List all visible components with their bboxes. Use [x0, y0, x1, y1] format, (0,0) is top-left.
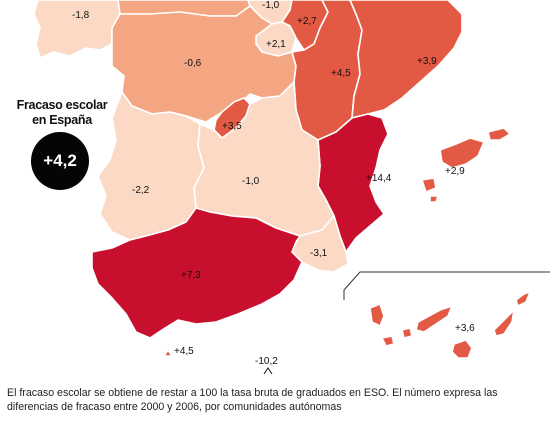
label-murcia: -3,1 — [310, 248, 328, 259]
region-galicia — [33, 0, 121, 59]
label-cataluna: +3,9 — [417, 56, 437, 67]
region-baleares-ibiza — [421, 177, 437, 193]
label-la-rioja: +2,1 — [266, 39, 286, 50]
region-baleares-formentera — [429, 195, 439, 203]
national-value-badge: +4,2 — [31, 132, 89, 190]
region-cataluna — [349, 0, 463, 119]
label-baleares: +2,9 — [445, 166, 465, 177]
national-title: Fracaso escolar en España — [8, 98, 116, 128]
region-canarias-la-gomera — [401, 327, 413, 339]
label-castilla-la-mancha: -1,0 — [242, 176, 260, 187]
label-andalucia: +7,3 — [181, 270, 201, 281]
region-canarias-el-hierro — [381, 335, 395, 347]
label-extremadura: -2,2 — [132, 185, 150, 196]
label-madrid: +3,5 — [222, 121, 242, 132]
region-canarias-fuerteventura — [493, 309, 515, 337]
region-melilla — [263, 367, 273, 375]
region-canarias-lanzarote — [515, 291, 531, 307]
label-castilla-y-leon: -0,6 — [184, 58, 202, 69]
canarias-inset-frame — [343, 271, 550, 300]
national-title-line2: en España — [32, 113, 92, 127]
label-navarra: +2,7 — [297, 16, 317, 27]
national-title-line1: Fracaso escolar — [16, 98, 108, 112]
label-ceuta: +4,5 — [174, 346, 194, 357]
region-canarias-gran-canaria — [451, 339, 473, 359]
footnote: El fracaso escolar se obtiene de restar … — [7, 386, 547, 414]
label-cantabria-pais-vasco: -1,0 — [262, 0, 280, 11]
region-andalucia — [91, 207, 303, 339]
footnote-line2: diferencias de fracaso entre 2000 y 2006… — [7, 401, 342, 413]
label-galicia: -1,8 — [72, 10, 90, 21]
region-baleares-menorca — [487, 127, 511, 141]
region-canarias-tenerife — [415, 305, 453, 333]
label-canarias: +3,6 — [455, 323, 475, 334]
region-ceuta — [163, 349, 173, 357]
footnote-line1: El fracaso escolar se obtiene de restar … — [7, 387, 498, 399]
label-comunidad-valenciana: +14,4 — [366, 173, 392, 184]
label-aragon: +4,5 — [331, 68, 351, 79]
region-baleares-mallorca — [439, 137, 485, 169]
label-melilla: -10,2 — [255, 356, 278, 367]
region-canarias-la-palma — [369, 303, 385, 327]
